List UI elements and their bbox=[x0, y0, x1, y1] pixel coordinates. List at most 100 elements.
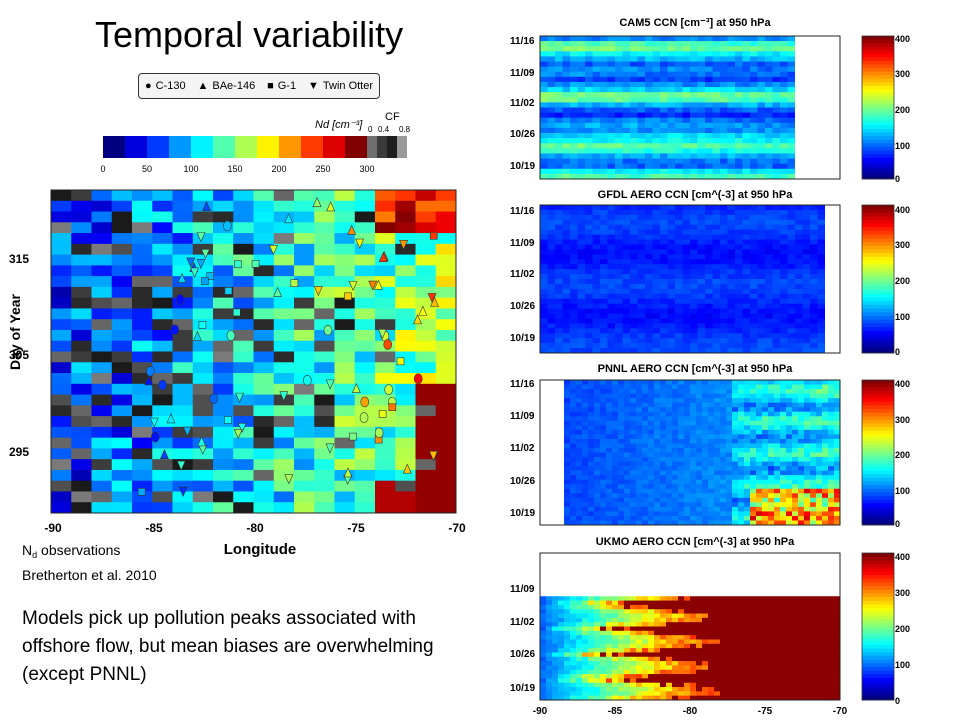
heatmap-cell bbox=[780, 557, 787, 563]
heatmap-cell bbox=[600, 283, 608, 290]
heatmap-cell bbox=[592, 173, 601, 180]
heatmap-cell bbox=[750, 92, 758, 98]
heatmap-cell bbox=[562, 76, 571, 83]
colorbar-cell bbox=[862, 61, 894, 65]
heatmap-cell bbox=[192, 502, 214, 514]
heatmap-cell bbox=[825, 234, 833, 240]
heatmap-cell bbox=[562, 328, 571, 334]
heatmap-cell bbox=[750, 402, 757, 408]
heatmap-cell bbox=[712, 97, 721, 103]
heatmap-cell bbox=[577, 308, 586, 314]
heatmap-cell bbox=[832, 153, 841, 159]
heatmap-cell bbox=[594, 502, 601, 508]
heatmap-cell bbox=[714, 502, 721, 508]
heatmap-cell bbox=[415, 265, 437, 277]
heatmap-cell bbox=[780, 214, 788, 221]
heatmap-cell bbox=[810, 393, 817, 399]
colorbar-cell bbox=[862, 171, 894, 176]
heatmap-cell bbox=[762, 434, 769, 440]
heatmap-cell bbox=[802, 328, 811, 334]
heatmap-cell bbox=[795, 112, 803, 119]
heatmap-cell bbox=[702, 506, 709, 512]
heatmap-cell bbox=[667, 259, 676, 265]
heatmap-cell bbox=[570, 61, 578, 68]
heatmap-cell bbox=[802, 313, 811, 319]
heatmap-cell bbox=[592, 224, 601, 231]
heatmap-cell bbox=[606, 493, 613, 499]
heatmap-cell bbox=[615, 264, 623, 270]
heatmap-cell bbox=[768, 515, 775, 521]
heatmap-cell bbox=[354, 190, 376, 202]
heatmap-cell bbox=[294, 437, 315, 449]
colorbar-cell bbox=[862, 499, 894, 504]
heatmap-cell bbox=[660, 447, 667, 453]
heatmap-cell bbox=[705, 122, 713, 129]
twin-otter-marker bbox=[178, 486, 188, 497]
bae146-marker bbox=[418, 305, 428, 316]
heatmap-cell bbox=[727, 343, 736, 349]
heatmap-cell bbox=[742, 107, 751, 114]
heatmap-cell bbox=[213, 416, 234, 428]
heatmap-cell bbox=[213, 276, 234, 288]
heatmap-cell bbox=[172, 222, 194, 234]
heatmap-cell bbox=[552, 502, 559, 508]
heatmap-cell bbox=[630, 259, 638, 265]
heatmap-cell bbox=[732, 429, 739, 435]
heatmap-cell bbox=[750, 173, 758, 180]
g1-marker bbox=[344, 292, 352, 301]
heatmap-cell bbox=[774, 479, 781, 485]
heatmap-cell bbox=[756, 511, 763, 517]
heatmap-cell bbox=[354, 491, 376, 503]
heatmap-cell bbox=[772, 107, 781, 114]
heatmap-cell bbox=[786, 488, 793, 494]
heatmap-cell bbox=[606, 380, 613, 385]
heatmap-cell bbox=[810, 158, 818, 165]
heatmap-cell bbox=[667, 308, 676, 314]
heatmap-cell bbox=[546, 429, 553, 435]
heatmap-cell bbox=[798, 402, 805, 408]
heatmap-cell bbox=[615, 333, 623, 339]
heatmap-cell bbox=[540, 41, 548, 47]
heatmap-cell bbox=[91, 416, 113, 428]
heatmap-cell bbox=[690, 407, 697, 413]
heatmap-cell bbox=[757, 138, 766, 144]
heatmap-cell bbox=[697, 127, 706, 134]
colorbar-cell bbox=[862, 463, 894, 468]
heatmap-cell bbox=[588, 438, 595, 444]
heatmap-cell bbox=[546, 511, 553, 517]
heatmap-cell bbox=[233, 405, 254, 417]
heatmap-cell bbox=[570, 249, 578, 255]
heatmap-cell bbox=[314, 491, 335, 503]
heatmap-cell bbox=[682, 239, 691, 245]
heatmap-cell bbox=[834, 443, 841, 449]
heatmap-cell bbox=[712, 303, 721, 309]
heatmap-cell bbox=[678, 411, 685, 417]
heatmap-cell bbox=[51, 373, 72, 385]
heatmap-cell bbox=[810, 420, 817, 426]
heatmap-cell bbox=[705, 239, 713, 245]
heatmap-cell bbox=[832, 348, 841, 354]
heatmap-cell bbox=[772, 254, 781, 260]
heatmap-cell bbox=[714, 520, 721, 526]
heatmap-cell bbox=[660, 41, 668, 47]
heatmap-cell bbox=[672, 425, 679, 431]
heatmap-cell bbox=[562, 87, 571, 93]
heatmap-cell bbox=[606, 520, 613, 526]
bae146-marker bbox=[159, 448, 169, 460]
colorbar-cell bbox=[862, 341, 894, 346]
heatmap-cell bbox=[600, 61, 608, 68]
heatmap-cell bbox=[768, 447, 775, 453]
heatmap-cell bbox=[253, 297, 275, 309]
heatmap-cell bbox=[622, 283, 631, 290]
heatmap-cell bbox=[732, 561, 739, 567]
heatmap-cell bbox=[645, 41, 653, 47]
heatmap-cell bbox=[592, 229, 601, 235]
heatmap-cell bbox=[618, 452, 625, 458]
heatmap-cell bbox=[727, 148, 736, 154]
heatmap-cell bbox=[714, 515, 721, 521]
heatmap-cell bbox=[804, 466, 811, 472]
heatmap-cell bbox=[798, 457, 805, 462]
heatmap-cell bbox=[792, 493, 799, 499]
heatmap-cell bbox=[705, 143, 713, 149]
heatmap-cell bbox=[540, 557, 547, 563]
